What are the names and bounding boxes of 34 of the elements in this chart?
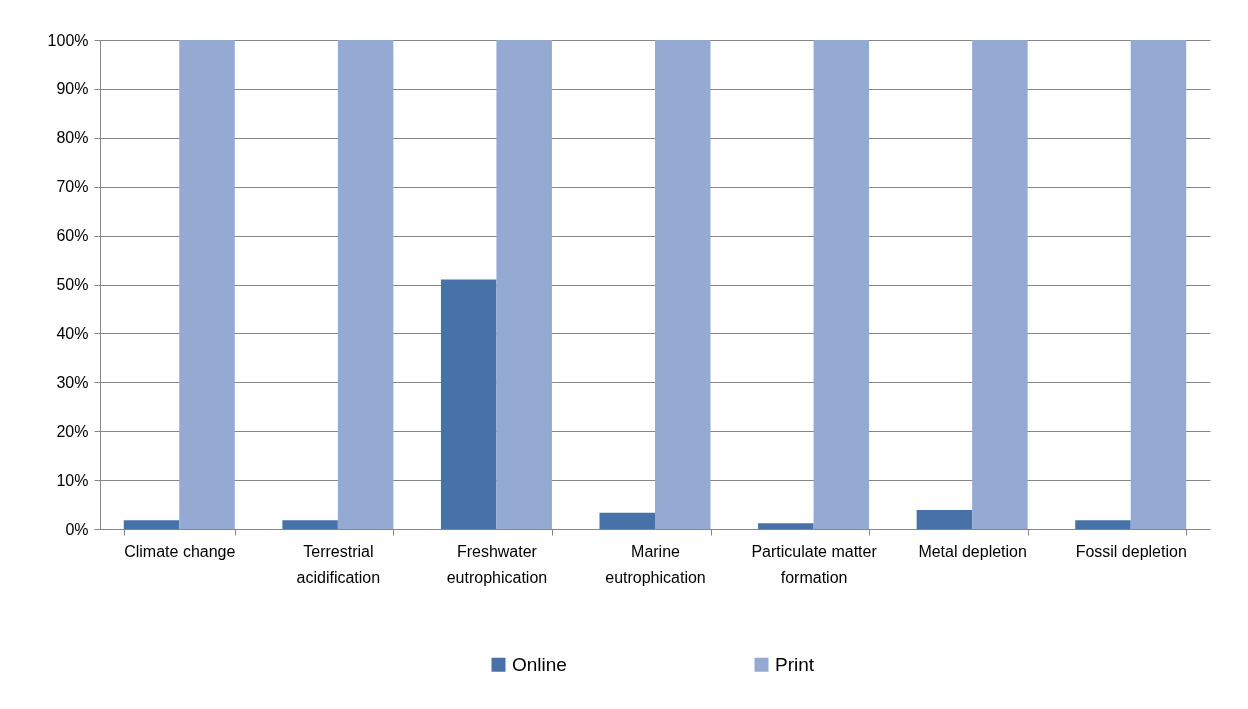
legend-label: Online (512, 653, 567, 675)
bar (496, 40, 552, 529)
y-tick-label: 80% (56, 129, 89, 147)
y-tick-label: 100% (47, 31, 89, 49)
y-tick-label: 90% (56, 80, 89, 98)
bar (655, 40, 711, 529)
bar (123, 520, 180, 529)
bar (813, 40, 870, 529)
x-tick-label: Particulate matter formation (751, 542, 878, 586)
y-tick-label: 20% (56, 422, 89, 440)
x-tick-label: Terrestrial acidification (296, 542, 381, 586)
bar (179, 40, 235, 529)
bar (282, 520, 338, 529)
x-tick-label: Climate change (124, 542, 236, 560)
y-tick-label: 10% (56, 471, 89, 489)
bar (440, 279, 497, 529)
x-tick-label: Marine eutrophication (605, 542, 706, 586)
x-tick-label: Fossil depletion (1075, 542, 1187, 560)
y-tick-label: 70% (56, 178, 89, 196)
y-tick-label: 50% (56, 276, 89, 293)
y-tick-label: 40% (56, 324, 89, 342)
bar (972, 40, 1028, 529)
legend-label: Print (775, 653, 815, 675)
bar (599, 512, 655, 529)
y-tick-label: 60% (56, 227, 89, 245)
bar (758, 523, 814, 529)
bar (1130, 40, 1187, 529)
y-tick-label: 30% (56, 373, 89, 391)
bar (337, 40, 394, 529)
x-tick-label: Metal depletion (918, 542, 1027, 560)
x-tick-label: Freshwater eutrophication (446, 542, 548, 586)
bar (1075, 520, 1131, 529)
y-tick-label: 0% (65, 520, 89, 538)
bar (916, 509, 973, 529)
